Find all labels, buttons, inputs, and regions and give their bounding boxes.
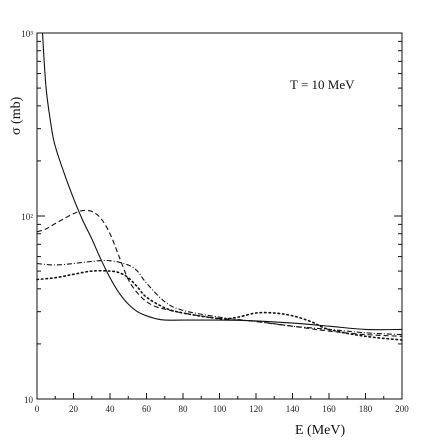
x-tick-label: 100 — [213, 404, 227, 414]
x-tick-label: 0 — [35, 404, 40, 414]
x-tick-label: 120 — [249, 404, 263, 414]
y-tick-label: 10² — [21, 212, 33, 222]
y-axis-label: σ (mb) — [9, 96, 24, 135]
y-tick-label: 10 — [24, 395, 34, 405]
x-tick-label: 60 — [142, 404, 152, 414]
x-axis-ticks: 0 20 40 60 80 100 120 140 160 180 200 — [35, 393, 409, 414]
series-solid-line — [41, 32, 403, 331]
x-tick-label: 180 — [359, 404, 373, 414]
x-tick-label: 20 — [69, 404, 79, 414]
x-tick-label: 200 — [395, 404, 409, 414]
series-dashed-line — [36, 209, 403, 337]
x-tick-label: 40 — [106, 404, 116, 414]
x-tick-label: 80 — [179, 404, 189, 414]
series-dash-dot-line — [36, 259, 403, 336]
annotation-temperature: T = 10 MeV — [290, 77, 355, 92]
x-tick-label: 140 — [286, 404, 300, 414]
series-curves — [36, 32, 403, 341]
series-dotted-line — [36, 269, 403, 341]
y-tick-label: 10³ — [21, 29, 33, 39]
y-axis-ticks: 10 10² 10³ — [21, 29, 402, 405]
x-axis-label: E (MeV) — [295, 423, 345, 438]
x-tick-label: 160 — [322, 404, 336, 414]
